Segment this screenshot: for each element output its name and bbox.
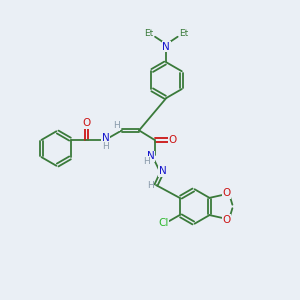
Text: N: N xyxy=(163,42,170,52)
Text: H: H xyxy=(102,142,109,151)
Text: H: H xyxy=(113,121,120,130)
Text: H: H xyxy=(147,181,154,190)
Text: N: N xyxy=(147,151,154,161)
Text: N: N xyxy=(159,167,167,176)
Text: Cl: Cl xyxy=(158,218,169,228)
Text: O: O xyxy=(169,135,177,145)
Text: O: O xyxy=(222,214,231,224)
Text: Et: Et xyxy=(144,29,153,38)
Text: N: N xyxy=(102,134,110,143)
Text: O: O xyxy=(222,188,231,198)
Text: H: H xyxy=(143,157,150,166)
Text: O: O xyxy=(82,118,90,128)
Text: Et: Et xyxy=(180,29,189,38)
